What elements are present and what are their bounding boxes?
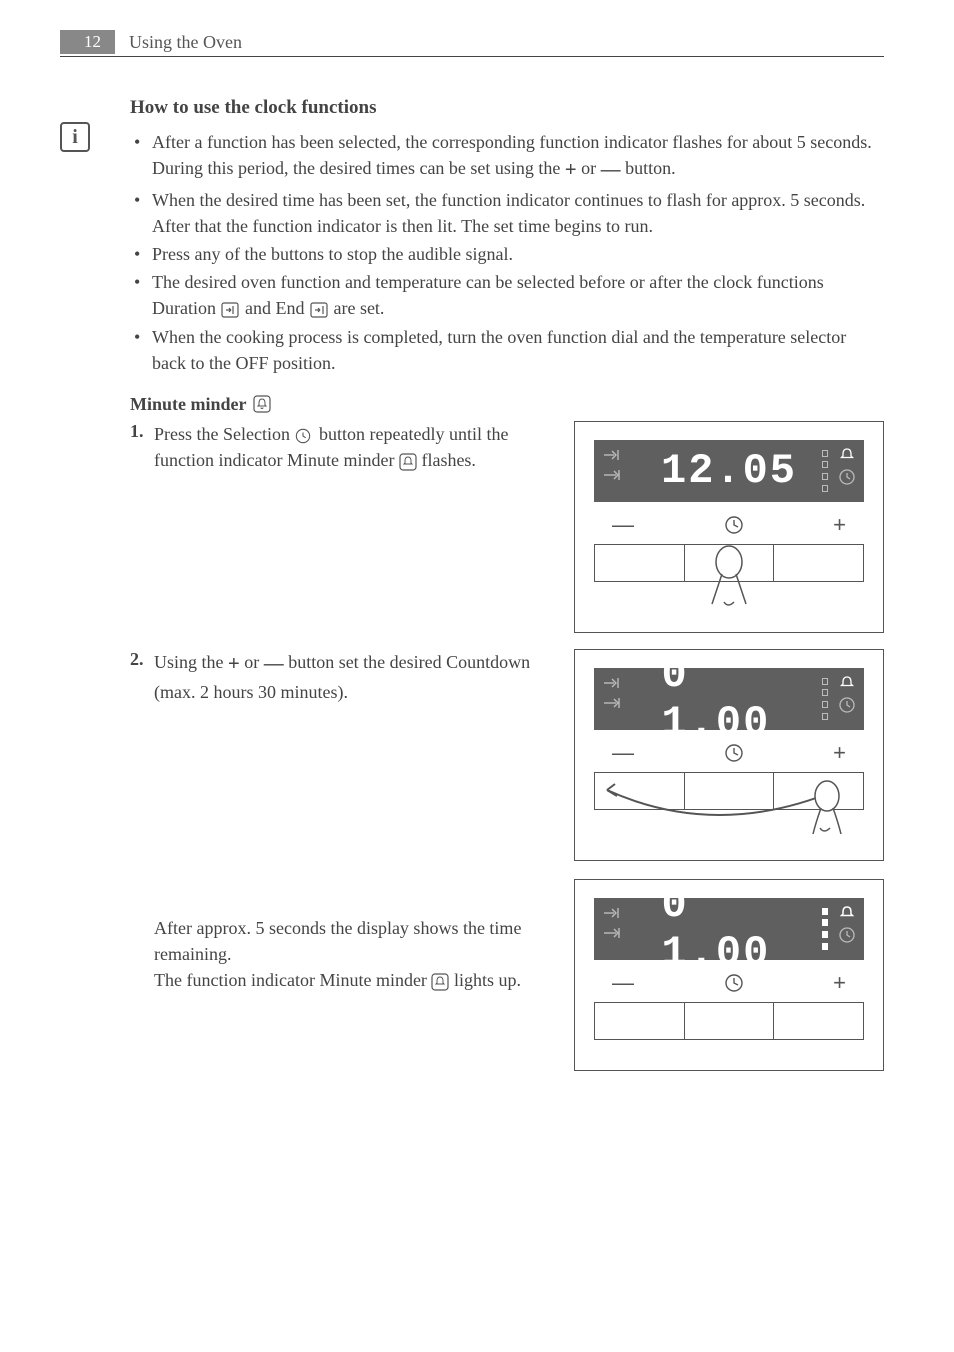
end-icon	[602, 926, 622, 940]
controls-row: — +	[594, 504, 864, 544]
plus-icon: +	[833, 740, 846, 766]
minus-icon: —	[612, 512, 634, 538]
step-text-part: or	[240, 652, 264, 672]
step-body: Press the Selection button repeatedly un…	[154, 421, 554, 473]
bullet-text: and End	[240, 298, 308, 318]
duration-icon	[602, 676, 622, 690]
end-icon	[310, 302, 328, 318]
lcd-digits: 12.05	[661, 447, 797, 495]
bullet-item: When the cooking process is completed, t…	[130, 324, 884, 376]
duration-icon	[602, 448, 622, 462]
page-header: 12 Using the Oven	[60, 30, 884, 57]
plus-icon: +	[833, 970, 846, 996]
page-number: 12	[60, 30, 115, 54]
subsection-label: Minute minder	[130, 394, 247, 415]
bell-icon	[431, 973, 449, 991]
step-text-part: flash­es.	[417, 450, 476, 470]
lcd-display: 0 1.00	[594, 898, 864, 960]
step-2-para1: After approx. 5 seconds the display show…	[154, 915, 554, 967]
lcd-left-icons	[602, 676, 622, 710]
minute-minder-title: Minute minder	[130, 394, 884, 415]
bullet-item: When the desired time has been set, the …	[130, 187, 884, 239]
step-2-block: 2. Using the + or — button set the desir…	[130, 643, 884, 1071]
bullet-item: Press any of the buttons to stop the aud…	[130, 241, 884, 267]
end-icon	[602, 696, 622, 710]
clock-icon	[838, 696, 856, 714]
lcd-right-icons	[838, 674, 856, 714]
duration-icon	[602, 906, 622, 920]
bell-icon	[253, 395, 271, 413]
button-bar	[594, 544, 864, 582]
plus-icon: +	[833, 512, 846, 538]
step-2-para2: The function indicator Minute minder lig…	[154, 967, 554, 993]
lcd-right-icons	[838, 904, 856, 944]
bell-icon	[838, 674, 856, 692]
figure-box: 12.05 — +	[574, 421, 884, 633]
step-number: 1.	[130, 421, 154, 473]
section-title: How to use the clock functions	[130, 97, 884, 119]
temp-bar	[822, 450, 828, 492]
step-2-text-col: 2. Using the + or — button set the desir…	[130, 643, 554, 993]
bullet-text: After a function has been selected, the …	[152, 132, 872, 178]
button-bar	[594, 772, 864, 810]
lcd-right-icons	[838, 446, 856, 486]
lcd-display: 0 1.00	[594, 668, 864, 730]
step-1: 1. Press the Selection button repeatedly…	[130, 421, 884, 633]
step-text: 1. Press the Selection button repeatedly…	[130, 421, 554, 473]
lcd-display: 12.05	[594, 440, 864, 502]
header-title: Using the Oven	[129, 32, 242, 53]
plus-icon: +	[228, 650, 240, 679]
step-2: 2. Using the + or — button set the desir…	[130, 649, 554, 705]
content: How to use the clock functions After a f…	[130, 97, 884, 1071]
lcd-digits: 0 1.00	[662, 881, 797, 977]
bell-icon	[838, 904, 856, 922]
bell-icon	[838, 446, 856, 464]
plus-icon: +	[565, 156, 577, 185]
step-text-part: Using the	[154, 652, 228, 672]
lcd-digits: 0 1.00	[662, 651, 797, 747]
bullet-item: The desired oven function and temperatur…	[130, 269, 884, 321]
duration-icon	[221, 302, 239, 318]
minus-icon: —	[612, 970, 634, 996]
clock-icon	[838, 468, 856, 486]
bell-icon	[399, 453, 417, 471]
end-icon	[602, 468, 622, 482]
bullet-text: button.	[621, 158, 676, 178]
figure-2: 0 1.00 — +	[574, 649, 884, 861]
temp-bar	[822, 908, 828, 950]
para-text: The function indicator Minute minder	[154, 970, 431, 990]
minus-icon: —	[264, 650, 284, 679]
bullet-item: After a function has been selected, the …	[130, 129, 884, 185]
selection-icon	[724, 515, 744, 535]
minus-icon: —	[601, 156, 621, 185]
temp-bar	[822, 678, 828, 720]
bullet-text: or	[577, 158, 601, 178]
minus-icon: —	[612, 740, 634, 766]
lcd-left-icons	[602, 906, 622, 940]
selection-icon	[295, 428, 313, 444]
lcd-left-icons	[602, 448, 622, 482]
step-body: Using the + or — button set the desired …	[154, 649, 554, 705]
bullet-text: are set.	[329, 298, 384, 318]
para-text: lights up.	[449, 970, 521, 990]
bullet-list: After a function has been selected, the …	[130, 129, 884, 376]
step-number: 2.	[130, 649, 154, 705]
figure-right-col: 0 1.00 — +	[574, 643, 884, 1071]
info-icon: i	[60, 122, 90, 152]
button-bar	[594, 1002, 864, 1040]
figure-3: 0 1.00 — +	[574, 879, 884, 1071]
clock-icon	[838, 926, 856, 944]
figure-1: 12.05 — +	[574, 421, 884, 633]
step-text-part: Press the Selection	[154, 424, 294, 444]
